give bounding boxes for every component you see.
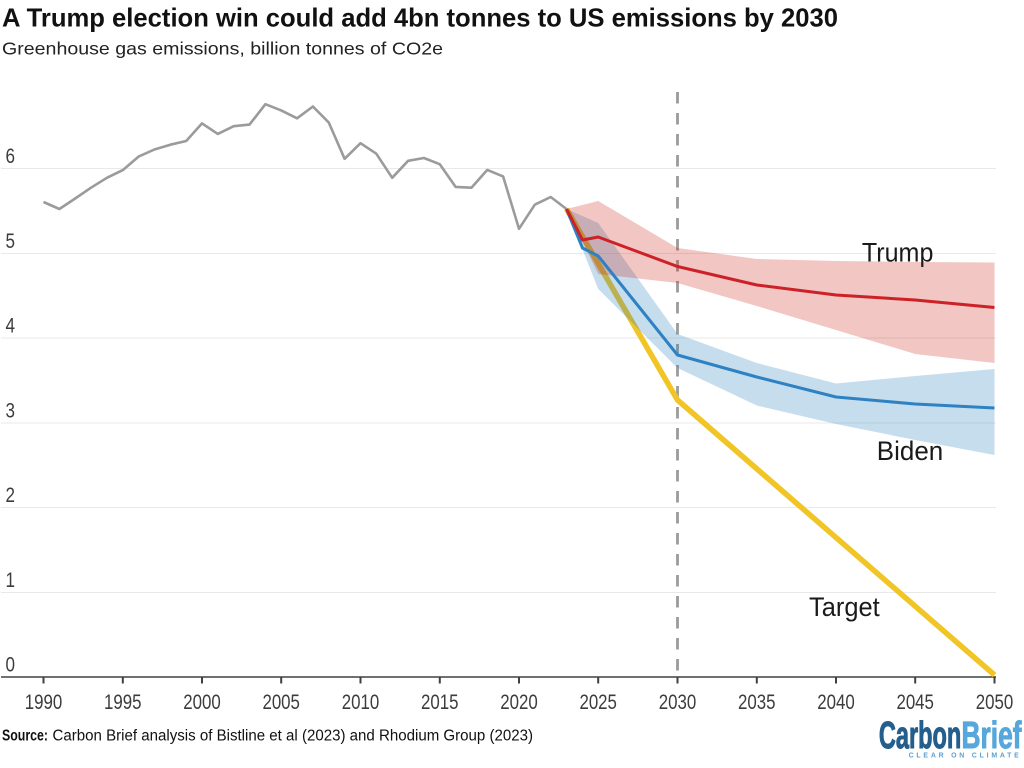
svg-text:5: 5: [6, 229, 16, 253]
svg-text:2000: 2000: [183, 690, 221, 714]
svg-text:Carbon Brief analysis of Bistl: Carbon Brief analysis of Bistline et al …: [53, 728, 534, 745]
svg-text:2020: 2020: [500, 690, 538, 714]
svg-text:6: 6: [6, 144, 16, 168]
svg-text:2015: 2015: [421, 690, 459, 714]
svg-text:CLEAR ON CLIMATE: CLEAR ON CLIMATE: [909, 751, 1022, 760]
svg-text:A Trump election win could add: A Trump election win could add 4bn tonne…: [2, 3, 838, 33]
svg-text:2035: 2035: [738, 690, 776, 714]
svg-text:4: 4: [6, 314, 16, 338]
svg-text:3: 3: [6, 398, 16, 422]
svg-text:2040: 2040: [817, 690, 855, 714]
svg-text:2045: 2045: [896, 690, 934, 714]
svg-text:1990: 1990: [25, 690, 63, 714]
svg-text:1: 1: [6, 568, 16, 592]
svg-text:2050: 2050: [976, 690, 1014, 714]
svg-text:Trump: Trump: [862, 238, 934, 268]
svg-text:Brief: Brief: [962, 715, 1022, 757]
svg-text:2010: 2010: [342, 690, 380, 714]
svg-text:Biden: Biden: [877, 436, 943, 466]
svg-text:2025: 2025: [579, 690, 617, 714]
svg-text:Greenhouse gas emissions, bill: Greenhouse gas emissions, billion tonnes…: [2, 39, 443, 59]
svg-text:1995: 1995: [104, 690, 142, 714]
svg-text:Source:: Source:: [2, 728, 48, 745]
svg-text:2: 2: [6, 483, 16, 507]
svg-text:Target: Target: [809, 592, 880, 622]
svg-text:2030: 2030: [659, 690, 697, 714]
svg-text:2005: 2005: [262, 690, 300, 714]
svg-text:0: 0: [6, 653, 16, 677]
svg-text:Carbon: Carbon: [879, 715, 961, 757]
